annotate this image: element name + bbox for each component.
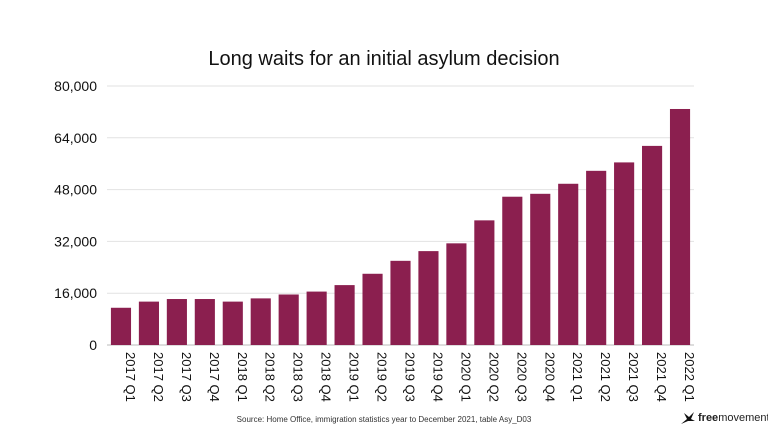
bird-icon: [681, 412, 695, 424]
bar: [138, 301, 159, 345]
x-tick-label: 2019 Q3: [403, 352, 418, 402]
x-tick-label: 2022 Q1: [682, 352, 697, 402]
bar: [418, 251, 439, 345]
x-tick-label: 2021 Q1: [570, 352, 585, 402]
y-tick-label: 64,000: [54, 130, 97, 146]
bar: [530, 193, 551, 345]
bar: [474, 220, 495, 345]
bar: [110, 307, 132, 345]
bar: [614, 162, 635, 345]
x-tick-label: 2018 Q3: [291, 352, 306, 402]
x-tick-label: 2019 Q2: [375, 352, 390, 402]
bar: [306, 291, 327, 345]
x-tick-label: 2020 Q4: [542, 352, 557, 402]
y-tick-label: 80,000: [54, 78, 97, 94]
logo-rest: movement: [718, 412, 768, 424]
x-tick-label: 2018 Q4: [319, 352, 334, 402]
source-note: Source: Home Office, immigration statist…: [236, 415, 532, 424]
y-tick-label: 16,000: [54, 285, 97, 301]
bar: [558, 183, 579, 345]
y-tick-label: 48,000: [54, 182, 97, 198]
bar: [362, 273, 383, 345]
x-tick-label: 2017 Q2: [151, 352, 166, 402]
freemovement-logo: freemovement: [680, 411, 768, 425]
bar: [250, 298, 271, 345]
x-tick-label: 2018 Q1: [235, 352, 250, 402]
bar: [278, 294, 299, 345]
bar: [642, 145, 663, 345]
bar: [194, 299, 215, 345]
x-tick-label: 2018 Q2: [263, 352, 278, 402]
bar: [334, 285, 355, 345]
x-tick-label: 2021 Q2: [598, 352, 613, 402]
y-tick-label: 0: [89, 337, 97, 353]
x-tick-label: 2017 Q1: [123, 352, 138, 402]
y-tick-label: 32,000: [54, 233, 97, 249]
bar: [586, 170, 607, 345]
x-tick-label: 2019 Q1: [347, 352, 362, 402]
bar: [222, 301, 243, 345]
x-tick-label: 2020 Q3: [514, 352, 529, 402]
x-tick-label: 2021 Q3: [626, 352, 641, 402]
x-tick-label: 2017 Q4: [207, 352, 222, 402]
x-tick-label: 2017 Q3: [179, 352, 194, 402]
bar: [446, 243, 467, 345]
bar: [669, 108, 691, 345]
chart-title: Long waits for an initial asylum decisio…: [208, 48, 560, 70]
logo-bold: free: [698, 412, 719, 424]
x-tick-label: 2021 Q4: [654, 352, 669, 402]
x-tick-label: 2020 Q2: [486, 352, 501, 402]
x-tick-label: 2020 Q1: [458, 352, 473, 402]
x-tick-label: 2019 Q4: [430, 352, 445, 402]
bar: [390, 260, 411, 345]
bar: [166, 299, 187, 345]
bar: [502, 196, 523, 345]
